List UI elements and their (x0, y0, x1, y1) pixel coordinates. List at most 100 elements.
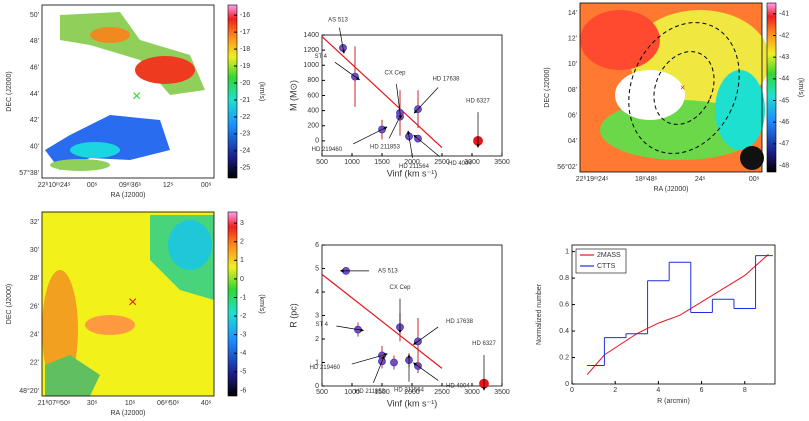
point-label: AS 513 (378, 268, 398, 274)
colorbar-tick-label: -22 (240, 114, 250, 121)
x-axis-label: RA (J2000) (653, 186, 688, 193)
y-tick-label: 04' (568, 138, 577, 145)
x-tick-label: 500 (316, 159, 328, 166)
colorbar-tick-label: 2 (240, 239, 244, 246)
point-label: HD 219460 (312, 147, 343, 153)
x-tick-label: 4 (656, 387, 660, 394)
x-axis-label: R (arcmin) (657, 398, 690, 405)
x-tick-label: 1000 (344, 159, 360, 166)
y-tick-label: 800 (307, 77, 319, 84)
colorbar-tick-label: -17 (240, 29, 250, 36)
label-arrow (336, 325, 365, 332)
y-tick-label: 44' (30, 91, 39, 98)
y-tick-label: 5 (315, 265, 319, 272)
y-tick-label: 0 (315, 138, 319, 145)
x-tick-label: 1500 (374, 389, 390, 396)
colorbar-tick-label: -24 (240, 148, 250, 155)
y-tick-label: 14' (568, 10, 577, 17)
y-tick-label: 24' (30, 332, 39, 339)
x-tick-label: 22ʰ10ᵐ24ˢ (38, 182, 71, 189)
colorbar-label: (km/s) (797, 78, 804, 97)
x-axis-label: RA (J2000) (110, 192, 145, 199)
y-axis-label: Normalized number (536, 283, 543, 345)
y-tick-label: 0.8 (559, 275, 569, 282)
y-tick-label: 600 (307, 92, 319, 99)
point-label: HD 211853 (355, 389, 386, 395)
colorbar-tick-label: -16 (240, 12, 250, 19)
y-tick-label: 30' (30, 247, 39, 254)
y-tick-label: 0.2 (559, 354, 569, 361)
label-arrow (351, 353, 388, 365)
plot-frame (571, 244, 776, 385)
point-label: AS 513 (328, 17, 348, 23)
label-arrow (413, 87, 439, 114)
y-tick-label: 0.6 (559, 301, 569, 308)
y-tick-label: 400 (307, 107, 319, 114)
colorbar-tick-label: -44 (779, 76, 789, 83)
point-label: HD 219460 (310, 365, 341, 371)
colorbar-label: (km/s) (258, 294, 265, 313)
colorbar-tick-label: -19 (240, 63, 250, 70)
y-tick-label: 57°38' (19, 169, 39, 177)
marker-cross: × (680, 82, 685, 92)
x-axis-label: Vinf (km s⁻¹) (387, 398, 438, 408)
colorbar-tick-label: -6 (240, 387, 246, 394)
y-axis-label: M (M⊙) (288, 80, 298, 111)
y-tick-label: 6 (315, 242, 319, 249)
x-tick-label: 3500 (494, 389, 510, 396)
x-tick-label: 2000 (404, 159, 420, 166)
y-tick-label: 42' (30, 117, 39, 124)
plot-frame (579, 2, 763, 173)
x-tick-label: 1000 (344, 389, 360, 396)
legend-label: CTTS (597, 263, 616, 270)
plot-frame (41, 211, 215, 397)
point-label: HD 17638 (446, 319, 474, 325)
colorbar (227, 211, 238, 397)
map-decoration: × × × (42, 3, 770, 396)
colorbar-tick-label: -46 (779, 119, 789, 126)
y-axis-label: DEC (J2000) (544, 67, 551, 107)
x-tick-label: 06ᵐ50ˢ (157, 400, 180, 407)
label-arrow (413, 134, 440, 157)
colorbar-tick-label: -45 (779, 97, 789, 104)
x-tick-label: 21ʰ07ᵐ50ˢ (38, 400, 71, 407)
y-tick-label: 0 (315, 383, 319, 390)
colorbar-tick-label: -18 (240, 46, 250, 53)
x-tick-label: 2500 (434, 159, 450, 166)
x-tick-label: 8 (743, 387, 747, 394)
y-tick-label: 1000 (303, 62, 319, 69)
point-label: HD 4004 (448, 161, 472, 167)
colorbar-tick-label: -48 (779, 162, 789, 169)
y-axis-label: DEC (J2000) (6, 71, 13, 111)
y-tick-label: 26' (30, 303, 39, 310)
y-tick-label: 48' (30, 38, 39, 45)
x-tick-label: 3500 (494, 159, 510, 166)
y-tick-label: 2 (315, 336, 319, 343)
colorbar (227, 4, 238, 179)
x-tick-label: 2500 (434, 389, 450, 396)
label-arrow (413, 326, 439, 345)
x-tick-label: 00ˢ (87, 182, 98, 189)
plot-frame (321, 244, 503, 387)
colorbar-tick-label: -25 (240, 165, 250, 172)
y-tick-label: 56°02' (557, 163, 577, 171)
y-tick-label: 08' (568, 87, 577, 94)
x-tick-label: 1500 (374, 159, 390, 166)
colorbar-tick-label: -3 (240, 332, 246, 339)
label-arrow (334, 61, 360, 81)
y-tick-label: 3 (315, 312, 319, 319)
y-axis-label: DEC (J2000) (6, 284, 13, 324)
x-tick-label: 6 (700, 387, 704, 394)
y-tick-label: 10' (568, 61, 577, 68)
x-tick-label: 24ˢ (695, 176, 706, 183)
point-label: HD 6327 (466, 98, 490, 104)
colorbar-tick-label: 3 (240, 220, 244, 227)
x-tick-label: 3000 (464, 389, 480, 396)
colorbar-tick-label: -23 (240, 131, 250, 138)
fit-line (321, 273, 443, 369)
colorbar-tick-label: -2 (240, 313, 246, 320)
colorbar-tick-label: 1 (240, 257, 244, 264)
colorbar-tick-label: -41 (779, 11, 789, 18)
x-tick-label: 2000 (404, 389, 420, 396)
